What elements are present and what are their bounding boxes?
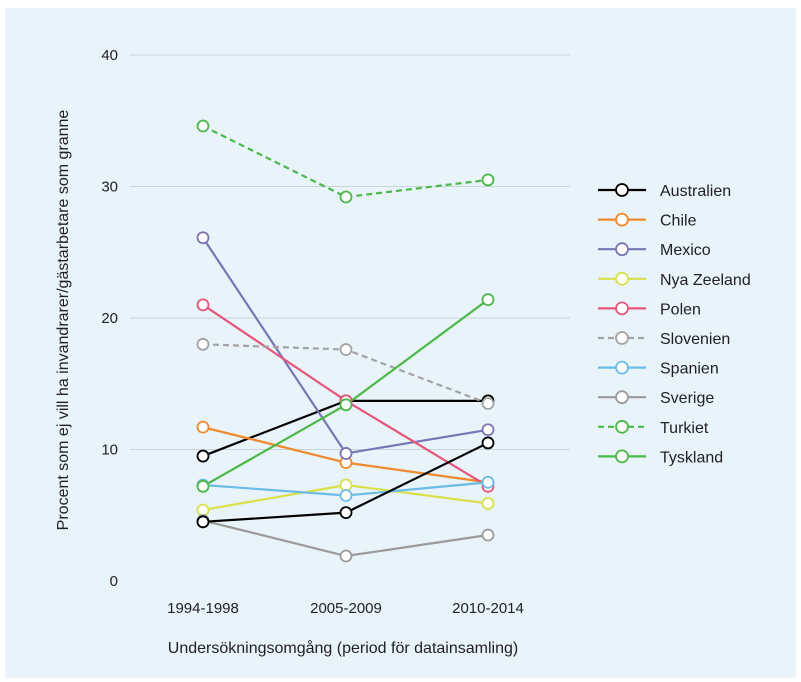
legend-marker <box>615 449 629 464</box>
data-point <box>196 298 210 312</box>
legend-marker <box>615 183 629 197</box>
data-point <box>196 503 210 517</box>
data-point <box>196 479 210 493</box>
legend-marker <box>615 419 629 434</box>
data-point <box>481 497 495 510</box>
x-axis-title: Undersökningsomgång (period för datainsa… <box>168 639 518 657</box>
data-point <box>481 173 495 187</box>
data-point <box>339 398 353 412</box>
legend-label: Chile <box>660 213 697 230</box>
x-tick-label: 2005-2009 <box>310 600 382 617</box>
x-tick-labels: 1994-1998 2005-2009 2010-2014 <box>167 600 524 617</box>
data-point <box>481 475 495 489</box>
legend-label: Turkiet <box>660 420 709 437</box>
data-point <box>339 489 353 502</box>
y-tick-label: 40 <box>101 47 118 64</box>
legend-label: Slovenien <box>660 331 730 348</box>
legend-label: Mexico <box>660 242 711 259</box>
legend-label: Nya Zeeland <box>660 272 751 289</box>
y-tick-label: 30 <box>101 179 118 196</box>
data-point <box>196 119 210 133</box>
legend: Australien Chile Mexico Nya Zeeland Polen Slo… <box>598 183 751 466</box>
y-tick-label: 10 <box>101 442 118 459</box>
legend-label: Australien <box>660 183 731 200</box>
data-point <box>196 515 210 529</box>
y-tick-labels: 0 10 20 30 40 <box>101 47 118 590</box>
data-point <box>339 478 353 492</box>
series-lines <box>202 125 489 558</box>
legend-label: Polen <box>660 301 701 318</box>
data-point <box>339 549 353 563</box>
data-point <box>481 423 495 437</box>
chart-background <box>5 8 796 678</box>
data-point <box>339 343 353 356</box>
legend-marker <box>615 331 629 345</box>
x-tick-label: 2010-2014 <box>452 600 524 617</box>
data-point <box>481 436 495 450</box>
y-tick-label: 0 <box>110 573 118 590</box>
legend-marker <box>615 390 629 405</box>
legend-label: Sverige <box>660 390 714 407</box>
x-tick-label: 1994-1998 <box>167 600 239 617</box>
legend-marker <box>615 360 629 375</box>
y-axis-title: Procent som ej vill ha invandrarer/gästa… <box>55 110 72 531</box>
legend-label: Spanien <box>660 361 719 378</box>
data-point <box>196 231 210 245</box>
data-point <box>481 528 495 542</box>
data-point <box>481 397 495 410</box>
legend-marker <box>615 271 629 286</box>
series-markers <box>196 119 495 563</box>
data-point <box>196 449 210 463</box>
gridlines <box>130 54 570 450</box>
data-point <box>339 190 353 204</box>
data-point <box>196 337 210 351</box>
data-point <box>339 506 353 520</box>
legend-marker <box>615 301 629 316</box>
legend-label: Tyskland <box>660 449 723 466</box>
series-line <box>202 125 489 199</box>
y-tick-label: 20 <box>101 310 118 327</box>
data-point <box>196 420 210 434</box>
legend-marker <box>615 212 629 227</box>
data-point <box>339 447 353 460</box>
legend-marker <box>615 242 629 257</box>
data-point <box>481 293 495 306</box>
